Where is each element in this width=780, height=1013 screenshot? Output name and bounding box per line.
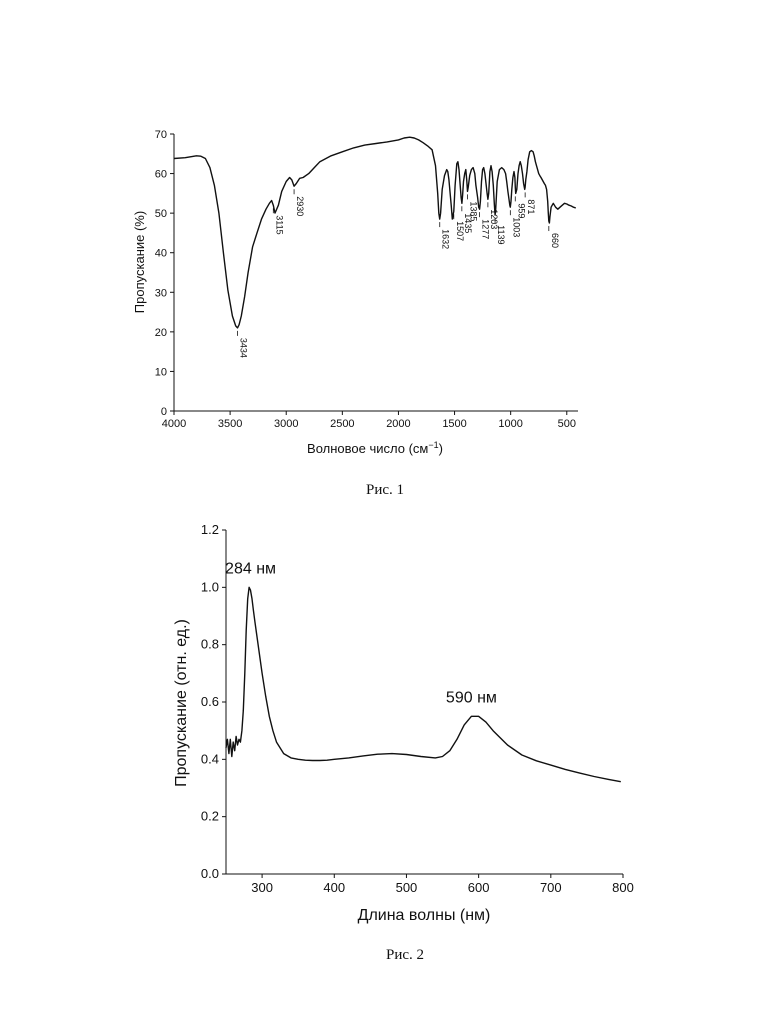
x-tick-label: 300 [251, 880, 273, 895]
uv-peak-labels: 284 нм 590 нм [225, 560, 497, 706]
peak-label: 1385 [468, 201, 478, 221]
uv-y-axis-label: Пропускание (отн. ед.) [173, 619, 190, 787]
peak-label: 1632 [441, 229, 451, 249]
x-tick-label: 3500 [218, 418, 242, 430]
x-tick-label: 3000 [274, 418, 298, 430]
peak-label: 3434 [239, 338, 249, 358]
y-tick-label: 0.6 [201, 694, 219, 709]
peak-label: 590 нм [446, 689, 497, 706]
peak-label: 284 нм [225, 560, 276, 577]
y-tick-label: 1.0 [201, 579, 219, 594]
x-tick-label: 2000 [386, 418, 410, 430]
x-tick-label: 2500 [330, 418, 354, 430]
x-tick-label: 1500 [442, 418, 466, 430]
y-tick-label: 30 [155, 287, 167, 299]
x-tick-label: 800 [612, 880, 634, 895]
uv-x-axis-label: Длина волны (нм) [358, 907, 491, 924]
y-tick-label: 1.2 [201, 522, 219, 537]
y-tick-label: 0.0 [201, 866, 219, 881]
figure-1-caption: Рис. 1 [366, 482, 404, 498]
y-tick-label: 50 [155, 208, 167, 220]
figure-2-caption: Рис. 2 [386, 947, 424, 963]
ir-peak-labels: 3434311529301632150714351385127712031139… [238, 189, 560, 358]
ir-ticks: 4000 3500 3000 2500 2000 1500 1000 500 0 10 20 30 40… [155, 129, 576, 430]
x-tick-label: 700 [540, 880, 562, 895]
uv-vis-spectrum-figure: 3004005006007008000.00.20.40.60.81.01.2 … [0, 500, 780, 1013]
y-tick-label: 20 [155, 327, 167, 339]
uv-axes [226, 530, 623, 874]
peak-label: 871 [526, 199, 536, 214]
y-tick-label: 60 [155, 169, 167, 181]
y-tick-label: 0.4 [201, 751, 219, 766]
peak-label: 959 [516, 203, 526, 218]
uv-ticks: 300 400 500 600 700 800 0.0 0.2 0.4 0.6 0.8 1.0 1.2 [201, 522, 634, 895]
uv-vis-spectrum-chart: 3004005006007008000.00.20.40.60.81.01.2 … [0, 500, 780, 1013]
peak-label: 1003 [511, 217, 521, 237]
y-tick-label: 0.2 [201, 809, 219, 824]
ir-spectrum-figure: 4000 3500 3000 2500 2000 1500 1000 500 0 10 20 30 40… [0, 0, 780, 500]
peak-label: 3115 [274, 215, 284, 234]
peak-label: 2930 [295, 196, 305, 216]
y-tick-label: 40 [155, 248, 167, 260]
x-tick-label: 400 [323, 880, 345, 895]
x-tick-label: 500 [396, 880, 418, 895]
ir-y-axis-label: Пропускание (%) [132, 211, 147, 313]
uv-transmittance-curve [226, 587, 621, 781]
peak-label: 660 [550, 233, 560, 248]
x-tick-label: 1000 [498, 418, 522, 430]
y-tick-label: 10 [155, 366, 167, 378]
x-tick-label: 500 [558, 418, 576, 430]
x-tick-label: 4000 [162, 418, 186, 430]
y-tick-label: 0 [161, 406, 167, 418]
ir-x-axis-label: Волновое число (см−1) [307, 440, 443, 456]
peak-label: 1139 [496, 225, 506, 244]
ir-spectrum-chart: 4000 3500 3000 2500 2000 1500 1000 500 0 10 20 30 40… [0, 0, 780, 500]
y-tick-label: 70 [155, 129, 167, 141]
x-tick-label: 600 [468, 880, 490, 895]
y-tick-label: 0.8 [201, 637, 219, 652]
